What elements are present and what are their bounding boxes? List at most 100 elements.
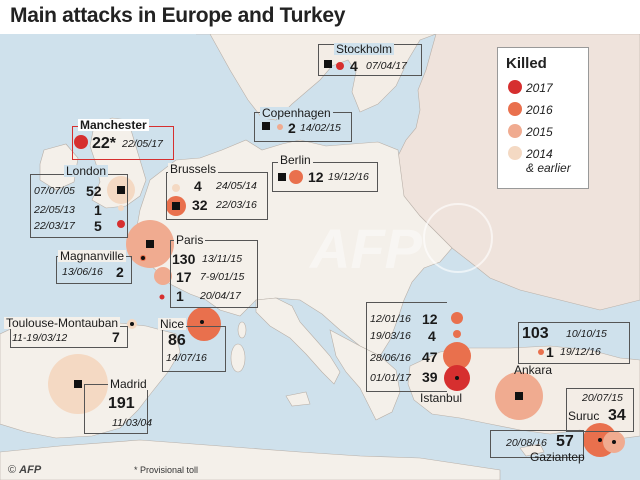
killed-manchester: 22* (92, 135, 117, 152)
killed-madrid: 191 (108, 395, 135, 412)
marker-berlin (278, 173, 286, 181)
marker-toulouse (130, 322, 134, 326)
city-istanbul: Istanbul (420, 391, 463, 405)
circle-manchester (74, 135, 88, 149)
date-toulouse: 11-19/03/12 (12, 332, 68, 344)
circle-istanbul-jan16 (451, 312, 463, 324)
killed-istanbul-mar16: 4 (428, 328, 436, 344)
city-berlin: Berlin (278, 153, 313, 167)
ireland-land (39, 143, 79, 191)
date-gaziantep: 20/08/16 (506, 437, 547, 449)
killed-berlin: 12 (308, 169, 324, 185)
city-brussels: Brussels (168, 162, 219, 176)
legend-dot-2017 (508, 80, 522, 94)
credit-logo: AFP (19, 464, 42, 476)
date-brussels-2014: 24/05/14 (216, 180, 257, 192)
date-istanbul-jan17: 01/01/17 (370, 372, 411, 384)
date-istanbul-jan16: 12/01/16 (370, 313, 411, 325)
killed-copenhagen: 2 (288, 120, 296, 136)
killed-suruc: 34 (608, 407, 626, 424)
title-bar: Main attacks in Europe and Turkey (0, 0, 640, 34)
marker-ankara (515, 392, 523, 400)
date-istanbul-mar16: 19/03/16 (370, 330, 411, 342)
date-manchester: 22/05/17 (122, 138, 163, 150)
legend-label-2014: 2014 (526, 147, 553, 161)
killed-london-2005: 52 (86, 183, 102, 199)
city-stockholm: Stockholm (334, 42, 395, 56)
marker-suruc (612, 440, 616, 444)
date-london-2005: 07/07/05 (34, 185, 75, 197)
city-ankara: Ankara (514, 363, 553, 377)
city-nice: Nice (158, 317, 187, 331)
legend-title: Killed (506, 55, 547, 72)
marker-brussels (172, 202, 180, 210)
city-madrid: Madrid (108, 377, 149, 391)
legend-label-earlier: & earlier (526, 161, 571, 175)
killed-paris-2015: 130 (172, 251, 196, 267)
circle-istanbul-jun16 (443, 342, 471, 370)
date-berlin: 19/12/16 (328, 171, 369, 183)
date-copenhagen: 14/02/15 (300, 122, 341, 134)
date-nice: 14/07/16 (166, 352, 207, 364)
date-brussels-2016: 22/03/16 (216, 199, 257, 211)
killed-istanbul-jun16: 47 (422, 349, 438, 365)
box-istanbul (366, 302, 447, 392)
date-paris-2015: 13/11/15 (202, 253, 243, 265)
killed-brussels-2014: 4 (194, 178, 202, 194)
marker-gaziantep (598, 438, 602, 442)
italy-land (255, 297, 341, 385)
box-paris (170, 240, 258, 308)
footnote: * Provisional toll (134, 465, 199, 475)
circle-london-2017 (117, 220, 125, 228)
killed-london-2017: 5 (94, 218, 102, 234)
legend-dot-2016 (508, 102, 522, 116)
killed-paris-2017: 1 (176, 288, 184, 304)
legend-dot-2014 (508, 146, 522, 160)
circle-copenhagen (277, 124, 283, 130)
circle-istanbul-mar16 (453, 330, 461, 338)
date-madrid: 11/03/04 (112, 417, 153, 429)
date-london-2017: 22/03/17 (34, 220, 75, 232)
killed-istanbul-jan17: 39 (422, 369, 438, 385)
date-london-2013: 22/05/13 (34, 204, 75, 216)
date-istanbul-jun16: 28/06/16 (370, 352, 411, 364)
city-toulouse: Toulouse-Montauban (4, 316, 121, 330)
legend-label-2015: 2015 (526, 125, 553, 139)
date-magnanville: 13/06/16 (62, 266, 103, 278)
killed-ankara-2016: 1 (546, 344, 554, 360)
circle-brussels-2014 (172, 184, 180, 192)
marker-magnanville (141, 256, 145, 260)
killed-brussels-2016: 32 (192, 197, 208, 213)
marker-paris (146, 240, 154, 248)
credit: © AFP (8, 464, 42, 476)
city-suruc: Suruc (568, 409, 600, 423)
box-nice (162, 326, 226, 372)
date-paris-2017: 20/04/17 (200, 290, 241, 302)
marker-copenhagen (262, 122, 270, 130)
killed-stockholm: 4 (350, 58, 358, 74)
legend-label-2016: 2016 (526, 103, 553, 117)
page-title: Main attacks in Europe and Turkey (10, 4, 346, 27)
city-manchester: Manchester (78, 118, 149, 132)
killed-magnanville: 2 (116, 264, 124, 280)
circle-london-2013 (118, 205, 124, 211)
box-ankara (518, 322, 630, 364)
killed-istanbul-jan16: 12 (422, 311, 438, 327)
marker-istanbul (455, 376, 459, 380)
circle-ankara-2016 (538, 349, 544, 355)
circle-berlin (289, 170, 303, 184)
city-copenhagen: Copenhagen (260, 106, 333, 120)
marker-madrid (74, 380, 82, 388)
marker-nice (200, 320, 204, 324)
date-suruc: 20/07/15 (582, 392, 623, 404)
city-magnanville: Magnanville (58, 249, 127, 263)
killed-paris-charlie: 17 (176, 269, 192, 285)
circle-stockholm (336, 62, 344, 70)
killed-london-2013: 1 (94, 202, 102, 218)
killed-gaziantep: 57 (556, 433, 574, 450)
afp-watermark: AFP (308, 217, 423, 280)
city-gaziantep: Gaziantep (530, 450, 585, 464)
africa-land (0, 439, 501, 480)
balkans-land (329, 329, 401, 421)
